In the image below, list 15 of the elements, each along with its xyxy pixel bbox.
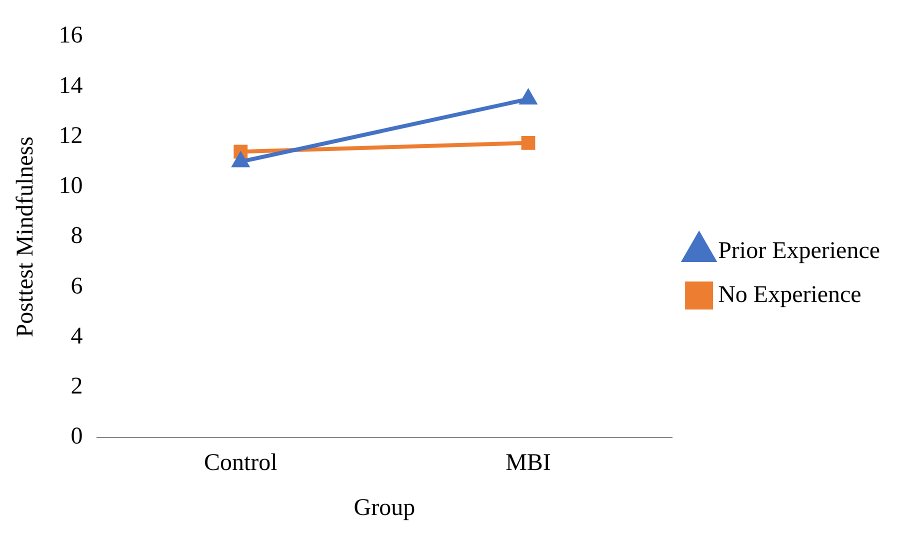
y-tick-label: 0 (70, 424, 83, 450)
legend-label: No Experience (718, 282, 862, 308)
y-tick-label: 6 (70, 273, 83, 300)
y-tick-label: 2 (70, 374, 83, 400)
y-tick-label: 10 (58, 173, 83, 200)
y-axis-title: Posttest Mindfulness (12, 136, 39, 338)
y-tick-label: 16 (58, 22, 83, 49)
x-tick-label: MBI (506, 450, 551, 476)
y-tick-label: 4 (70, 323, 83, 350)
y-tick-label: 12 (58, 122, 83, 149)
legend-label: Prior Experience (718, 238, 880, 264)
y-tick-label: 8 (70, 223, 83, 250)
y-tick-label: 14 (58, 72, 83, 99)
x-tick-label: Control (204, 450, 278, 476)
x-axis-title: Group (354, 494, 416, 521)
